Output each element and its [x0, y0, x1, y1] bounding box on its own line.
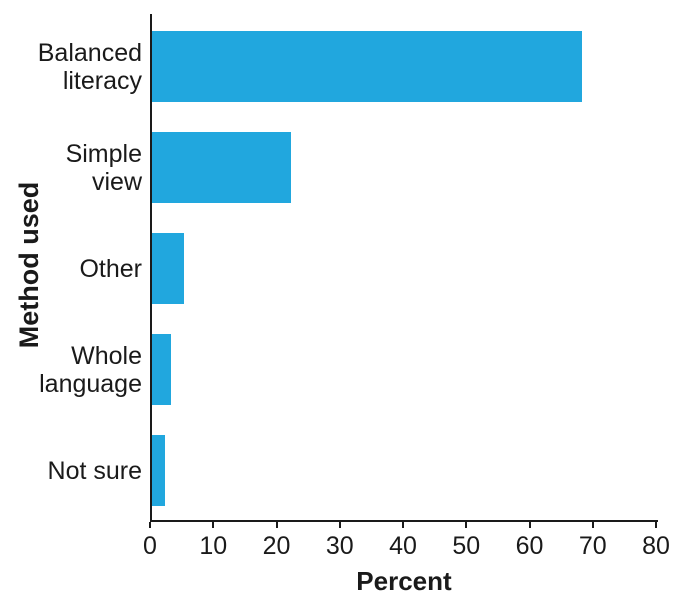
x-tick-label-0: 0 — [143, 532, 157, 560]
x-tick-label-30: 30 — [325, 532, 354, 560]
x-tick-label-60: 60 — [515, 532, 544, 560]
category-label-other: Other — [79, 254, 142, 283]
x-tick-label-70: 70 — [578, 532, 607, 560]
category-label-not-sure: Not sure — [47, 456, 142, 485]
x-tick-mark-30 — [338, 522, 341, 528]
x-tick-label-80: 80 — [642, 532, 670, 560]
x-axis-title: Percent — [356, 566, 452, 596]
bar-whole-language — [152, 334, 171, 405]
category-label-simple-view: Simple view — [65, 139, 142, 196]
x-tick-mark-10 — [212, 522, 215, 528]
bar-not-sure — [152, 435, 165, 506]
x-tick-mark-20 — [275, 522, 278, 528]
x-tick-mark-40 — [402, 522, 404, 528]
x-tick-mark-80 — [655, 522, 657, 528]
x-tick-label-40: 40 — [389, 532, 417, 560]
bar-other — [152, 233, 184, 304]
y-axis-title: Method used — [14, 181, 44, 349]
x-tick-mark-60 — [528, 522, 531, 528]
category-label-balanced-literacy: Balanced literacy — [37, 38, 142, 95]
plot-area — [150, 14, 658, 522]
x-tick-mark-0 — [149, 522, 151, 528]
x-tick-label-20: 20 — [262, 532, 291, 560]
bar-simple-view — [152, 132, 291, 203]
x-tick-label-50: 50 — [452, 532, 481, 560]
x-tick-label-10: 10 — [199, 532, 228, 560]
x-tick-mark-70 — [591, 522, 594, 528]
bar-balanced-literacy — [152, 31, 582, 102]
category-label-whole-language: Whole language — [39, 341, 142, 398]
x-tick-mark-50 — [465, 522, 468, 528]
